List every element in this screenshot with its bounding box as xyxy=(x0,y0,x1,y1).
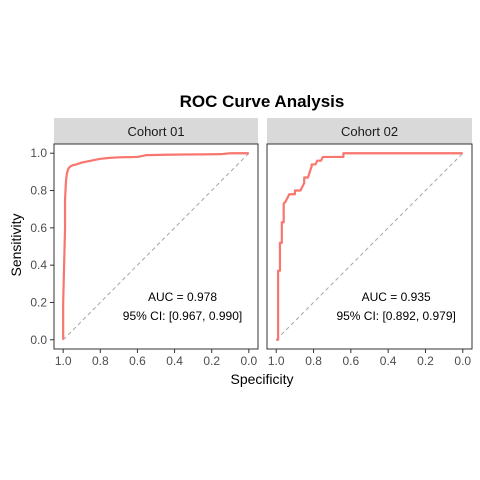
facet-label: Cohort 02 xyxy=(341,124,398,139)
y-tick-label: 0.0 xyxy=(30,333,47,347)
y-tick-label: 0.8 xyxy=(30,184,47,198)
facet-label: Cohort 01 xyxy=(127,124,184,139)
facet-strip xyxy=(267,118,472,144)
x-tick-label: 0.4 xyxy=(166,354,183,368)
y-tick-label: 0.4 xyxy=(30,258,47,272)
auc-label: AUC = 0.978 xyxy=(148,290,217,304)
x-tick-label: 0.8 xyxy=(305,354,322,368)
x-tick-label: 0.4 xyxy=(380,354,397,368)
panel-1: Cohort 01 AUC = 0.978 95% CI: [0.967, 0.99… xyxy=(30,118,259,368)
x-tick-label: 0.2 xyxy=(203,354,220,368)
x-tick-label: 0.6 xyxy=(343,354,360,368)
x-tick-label: 0.6 xyxy=(129,354,146,368)
auc-label: AUC = 0.935 xyxy=(362,290,431,304)
x-axis-title: Specificity xyxy=(230,371,293,387)
y-tick-label: 0.6 xyxy=(30,221,47,235)
x-tick-label: 0.0 xyxy=(240,354,257,368)
panels: Cohort 01 AUC = 0.978 95% CI: [0.967, 0.99… xyxy=(30,118,473,368)
panel-2: Cohort 02 AUC = 0.935 95% CI: [0.892, 0.97… xyxy=(266,118,473,368)
y-tick-label: 1.0 xyxy=(30,146,47,160)
x-tick-label: 0.8 xyxy=(92,354,109,368)
reference-line xyxy=(275,152,464,341)
chart-title: ROC Curve Analysis xyxy=(180,92,345,111)
x-tick-label: 0.2 xyxy=(417,354,434,368)
x-tick-label: 1.0 xyxy=(268,354,285,368)
facet-strip xyxy=(54,118,258,144)
reference-line xyxy=(62,152,250,341)
y-axis-title: Sensitivity xyxy=(8,213,24,276)
roc-curve xyxy=(62,152,249,340)
ci-label: 95% CI: [0.967, 0.990] xyxy=(123,309,242,323)
x-tick-label: 0.0 xyxy=(454,354,471,368)
ci-label: 95% CI: [0.892, 0.979] xyxy=(336,309,455,323)
x-tick-label: 1.0 xyxy=(55,354,72,368)
roc-curve xyxy=(276,152,463,341)
y-tick-label: 0.2 xyxy=(30,295,47,309)
